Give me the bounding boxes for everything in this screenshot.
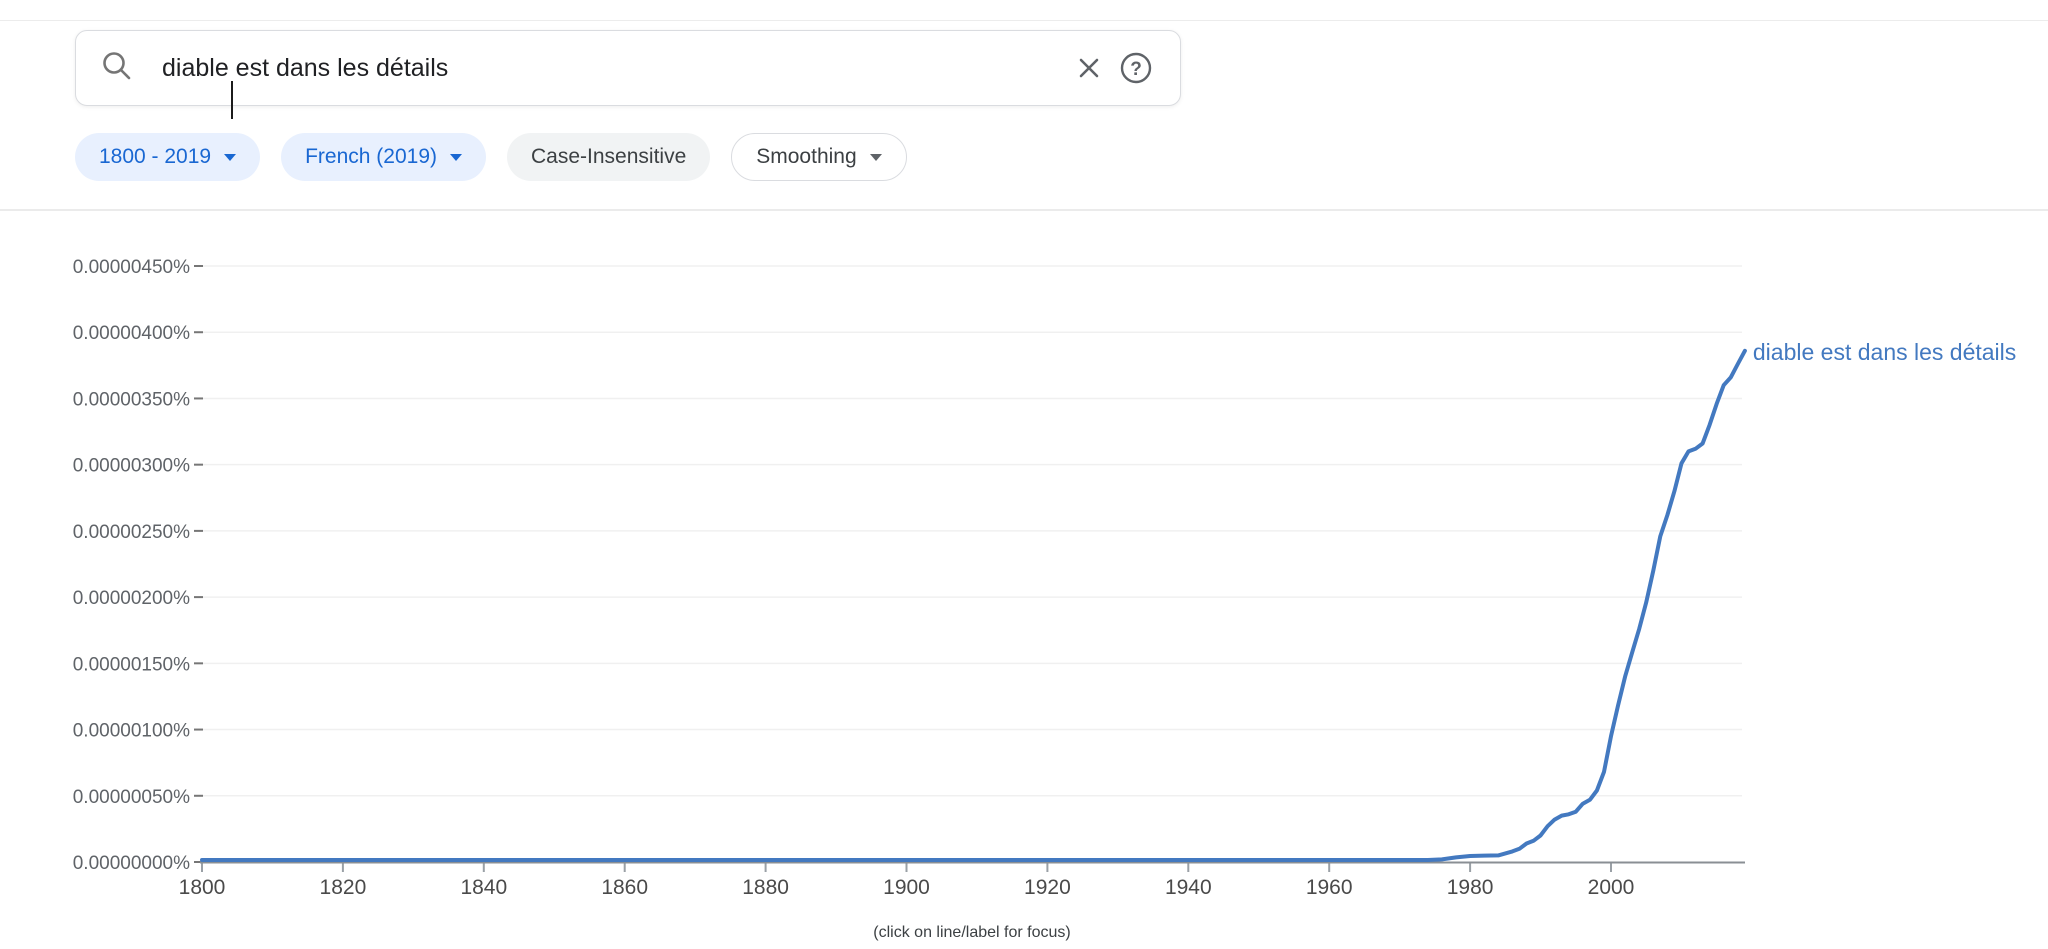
chart-caption: (click on line/label for focus) bbox=[873, 924, 1070, 941]
y-tick-label: 0.00000450% bbox=[73, 257, 190, 278]
y-tick-label: 0.00000300% bbox=[73, 456, 190, 477]
help-button[interactable]: ? bbox=[1118, 50, 1154, 86]
search-bar: ? bbox=[75, 30, 1181, 119]
y-tick-label: 0.00000100% bbox=[73, 721, 190, 742]
filter-chip-row: 1800 - 2019 French (2019) Case-Insensiti… bbox=[75, 133, 907, 181]
y-tick-label: 0.00000400% bbox=[73, 323, 190, 344]
series-legend-label[interactable]: diable est dans les détails bbox=[1753, 339, 2016, 365]
section-divider bbox=[0, 209, 2048, 211]
close-icon bbox=[1079, 58, 1099, 78]
x-tick-label: 1820 bbox=[320, 876, 367, 899]
series-line[interactable] bbox=[200, 348, 1747, 862]
svg-text:?: ? bbox=[1130, 59, 1142, 80]
x-tick-label: 2000 bbox=[1588, 876, 1635, 899]
help-icon: ? bbox=[1120, 52, 1152, 84]
filter-chip-year-range-label: 1800 - 2019 bbox=[99, 145, 212, 168]
filter-chip-smoothing-label: Smoothing bbox=[756, 145, 857, 168]
text-caret bbox=[231, 81, 233, 119]
chevron-down-icon bbox=[450, 153, 463, 161]
x-tick-label: 1860 bbox=[601, 876, 648, 899]
chevron-down-icon bbox=[224, 153, 237, 161]
filter-chip-case-insensitive-label: Case-Insensitive bbox=[531, 145, 687, 168]
y-tick-label: 0.00000250% bbox=[73, 522, 190, 543]
y-tick-label: 0.00000200% bbox=[73, 588, 190, 609]
x-tick-label: 1800 bbox=[179, 876, 226, 899]
filter-chip-smoothing[interactable]: Smoothing bbox=[731, 133, 907, 181]
chevron-down-icon bbox=[869, 153, 882, 161]
filter-chip-case-insensitive[interactable]: Case-Insensitive bbox=[507, 133, 711, 181]
search-input[interactable] bbox=[160, 52, 1074, 84]
clear-button[interactable] bbox=[1074, 53, 1104, 83]
filter-chip-corpus-label: French (2019) bbox=[305, 145, 438, 168]
x-tick-label: 1960 bbox=[1306, 876, 1353, 899]
x-tick-label: 1980 bbox=[1447, 876, 1494, 899]
y-tick-label: 0.00000350% bbox=[73, 389, 190, 410]
header-divider bbox=[0, 20, 2048, 21]
x-tick-label: 1840 bbox=[460, 876, 507, 899]
filter-chip-year-range[interactable]: 1800 - 2019 bbox=[75, 133, 261, 181]
x-tick-label: 1920 bbox=[1024, 876, 1071, 899]
y-tick-label: 0.00000050% bbox=[73, 787, 190, 808]
search-icon bbox=[100, 49, 134, 88]
filter-chip-corpus[interactable]: French (2019) bbox=[281, 133, 487, 181]
x-tick-label: 1880 bbox=[742, 876, 789, 899]
y-tick-label: 0.00000150% bbox=[73, 654, 190, 675]
x-tick-label: 1940 bbox=[1165, 876, 1212, 899]
x-tick-label: 1900 bbox=[883, 876, 930, 899]
ngram-chart: 0.00000000% 0.00000050% 0.00000100% 0.00000… bbox=[73, 257, 2017, 941]
y-tick-label: 0.00000000% bbox=[73, 853, 190, 874]
